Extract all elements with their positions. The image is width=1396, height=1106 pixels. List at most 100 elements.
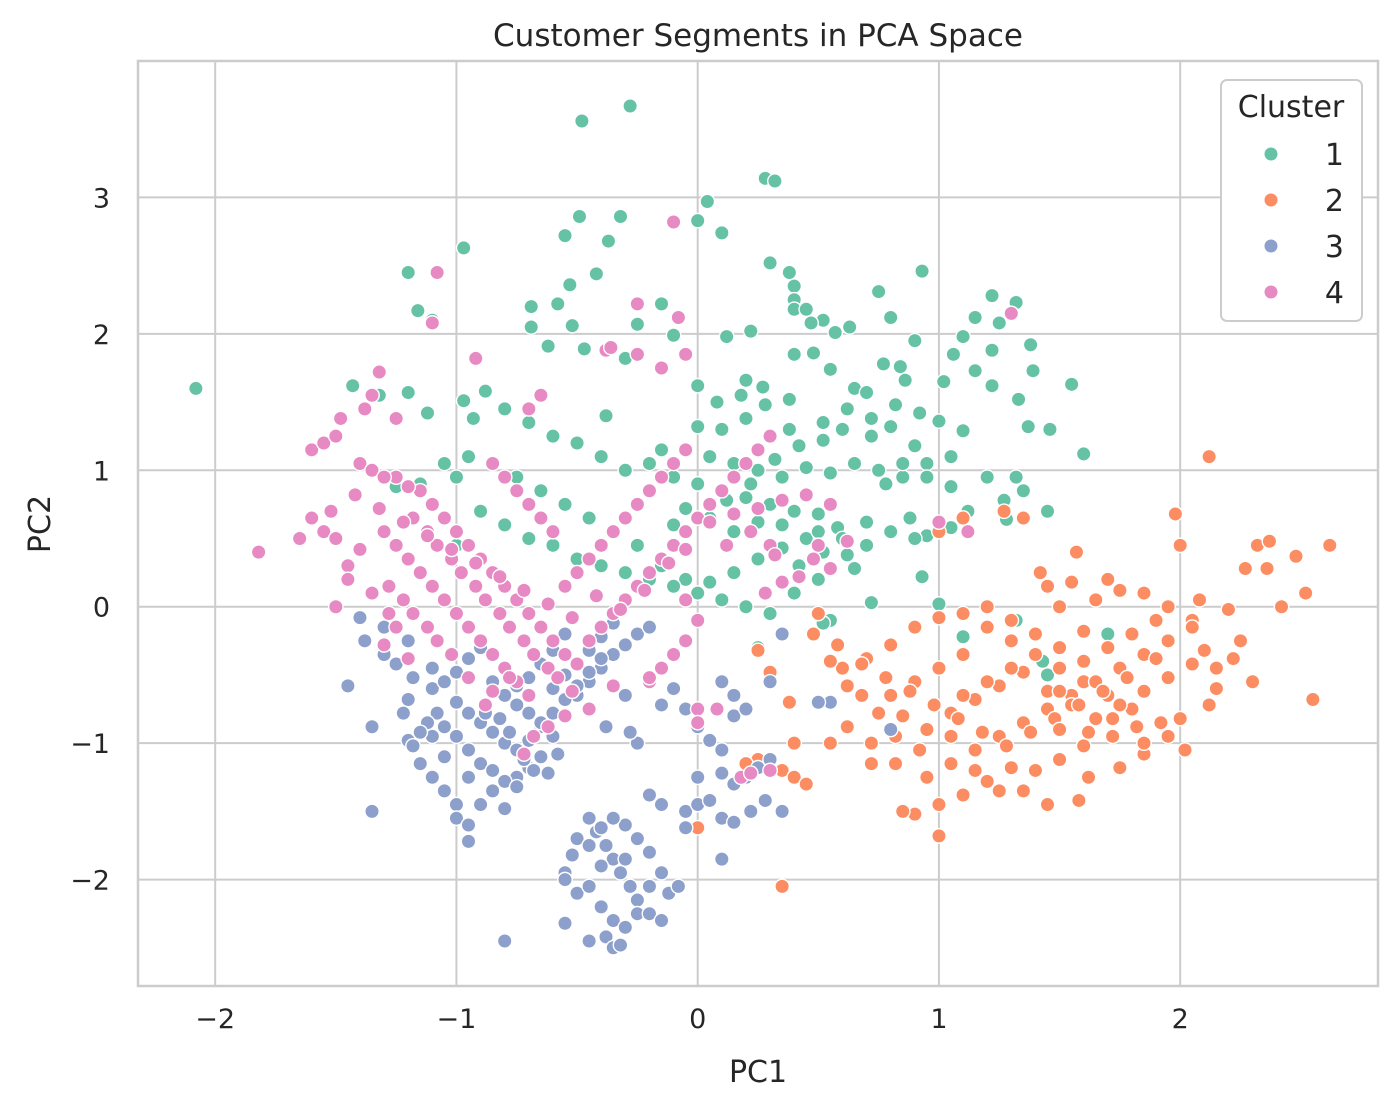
- data-point: [564, 317, 581, 334]
- data-point: [738, 455, 754, 472]
- data-point: [1015, 482, 1032, 499]
- data-point: [532, 387, 549, 404]
- data-point: [496, 469, 513, 486]
- data-point: [718, 537, 735, 554]
- data-point: [501, 669, 518, 686]
- data-point: [564, 609, 581, 626]
- data-point: [540, 765, 557, 782]
- data-point: [303, 510, 320, 526]
- data-point: [1201, 448, 1218, 465]
- data-point: [376, 523, 392, 540]
- data-point: [762, 428, 778, 445]
- data-point: [786, 585, 803, 601]
- data-point: [1136, 585, 1152, 601]
- data-point: [448, 469, 465, 486]
- legend-label: 2: [1325, 184, 1344, 219]
- data-point: [725, 707, 742, 724]
- data-point: [465, 410, 482, 427]
- data-point: [436, 592, 453, 608]
- data-point: [1128, 718, 1145, 735]
- data-point: [617, 687, 634, 704]
- data-point: [496, 933, 513, 949]
- legend-box: [1220, 79, 1363, 322]
- data-point: [766, 173, 783, 189]
- data-point: [665, 646, 682, 663]
- data-point: [750, 642, 766, 659]
- legend-label: 4: [1325, 276, 1344, 311]
- data-point: [598, 928, 614, 945]
- data-point: [303, 441, 320, 458]
- data-point: [641, 619, 658, 636]
- data-point: [523, 298, 540, 315]
- data-point: [549, 669, 566, 686]
- data-point: [520, 687, 537, 704]
- data-point: [738, 372, 754, 389]
- legend: Cluster 1 2 3 4: [1220, 79, 1363, 322]
- data-point: [187, 380, 204, 397]
- data-point: [347, 486, 364, 503]
- data-point: [400, 384, 417, 401]
- data-point: [689, 769, 706, 786]
- data-point: [955, 422, 971, 439]
- data-point: [1099, 571, 1116, 588]
- data-point: [931, 609, 947, 626]
- data-point: [617, 637, 634, 653]
- y-tick-label: 3: [93, 183, 110, 214]
- data-point: [955, 628, 971, 645]
- data-point: [593, 650, 610, 667]
- data-point: [467, 578, 484, 595]
- legend-label: 1: [1325, 138, 1344, 173]
- data-point: [532, 748, 549, 765]
- data-point: [1087, 710, 1104, 727]
- data-point: [557, 707, 573, 724]
- data-point: [581, 664, 598, 681]
- data-point: [757, 396, 774, 413]
- data-point: [875, 355, 892, 372]
- legend-label: 3: [1325, 230, 1344, 265]
- data-point: [774, 492, 791, 509]
- data-point: [508, 482, 525, 499]
- data-point: [525, 646, 542, 663]
- data-point: [424, 496, 441, 513]
- data-point: [1032, 564, 1049, 581]
- data-point: [598, 407, 614, 424]
- data-point: [822, 653, 839, 670]
- data-point: [677, 632, 694, 649]
- data-point: [665, 516, 682, 533]
- data-point: [395, 705, 412, 722]
- data-point: [950, 710, 967, 727]
- data-point: [356, 400, 373, 417]
- data-point: [742, 803, 759, 820]
- data-point: [484, 783, 501, 799]
- data-point: [617, 919, 634, 936]
- data-point: [1196, 642, 1213, 659]
- data-point: [713, 742, 730, 758]
- data-point: [641, 564, 658, 581]
- data-point: [906, 332, 923, 349]
- data-point: [979, 469, 996, 486]
- data-point: [429, 632, 446, 649]
- data-point: [1070, 697, 1087, 713]
- data-point: [991, 783, 1008, 799]
- data-point: [1261, 533, 1278, 550]
- data-point: [1015, 510, 1032, 526]
- data-point: [665, 680, 682, 697]
- data-point: [979, 773, 996, 790]
- data-point: [1099, 639, 1116, 656]
- data-point: [1136, 683, 1152, 700]
- data-point: [827, 324, 844, 341]
- data-point: [882, 687, 899, 704]
- data-point: [1039, 578, 1056, 595]
- data-point: [822, 496, 839, 513]
- data-point: [1020, 418, 1037, 435]
- data-point: [364, 462, 380, 479]
- data-point: [598, 718, 614, 735]
- data-point: [738, 701, 754, 717]
- data-point: [496, 800, 513, 817]
- data-point: [1208, 680, 1225, 697]
- data-point: [902, 683, 918, 700]
- data-point: [1027, 762, 1044, 779]
- data-point: [742, 765, 759, 782]
- data-point: [332, 410, 349, 427]
- data-point: [400, 264, 417, 281]
